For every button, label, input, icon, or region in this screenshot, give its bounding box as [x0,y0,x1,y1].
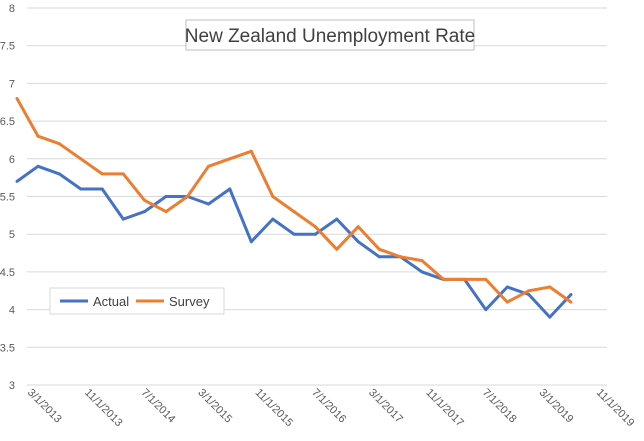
y-tick-label: 7.5 [0,41,15,53]
y-tick-label: 4 [9,305,15,317]
legend-label-actual: Actual [93,294,129,309]
data-point-survey [249,149,253,153]
chart-title-text: New Zealand Unemployment Rate [185,26,475,47]
data-point-actual [335,217,339,221]
data-point-actual [420,270,424,274]
x-tick-label: 7/1/2016 [309,387,348,426]
data-point-actual [292,232,296,236]
data-point-actual [249,240,253,244]
data-point-actual [484,308,488,312]
y-tick-label: 5 [9,229,15,241]
data-point-survey [15,97,19,100]
data-point-actual [569,293,573,296]
y-tick-label: 8 [9,3,15,15]
y-tick-label: 6.5 [0,116,15,128]
y-tick-label: 7 [9,78,15,90]
data-point-actual [15,179,19,183]
y-tick-label: 5.5 [0,192,15,204]
chart-title-box [185,19,475,51]
data-point-actual [356,240,360,244]
data-point-survey [164,210,168,214]
x-tick-label: 3/1/2013 [25,387,64,426]
y-tick-label: 3.5 [0,342,15,354]
data-point-survey [484,277,488,281]
legend: Actual Survey [49,287,225,315]
data-point-survey [569,300,573,304]
data-point-actual [313,232,317,236]
data-point-survey [143,198,146,202]
x-tick-label: 11/1/2019 [594,387,637,430]
data-point-survey [36,134,40,138]
x-tick-label: 11/1/2015 [253,387,296,430]
y-tick-label: 3 [9,380,15,392]
data-point-survey [121,172,125,176]
data-point-actual [377,255,381,259]
data-point-actual [100,187,104,191]
data-point-survey [228,157,232,161]
x-tick-label: 7/1/2014 [139,387,178,426]
data-point-survey [420,259,424,263]
data-point-survey [271,195,275,198]
y-tick-label: 6 [9,154,15,166]
data-point-actual [164,195,168,198]
data-point-actual [505,285,509,289]
gridlines [27,7,607,386]
data-point-survey [442,277,445,281]
data-point-survey [207,164,210,168]
data-point-survey [527,289,531,293]
y-axis-ticks: 3 3.5 4 4.5 5 5.5 6 6.5 7 7.5 8 [0,3,15,392]
x-tick-label: 11/1/2013 [82,387,125,430]
x-tick-label: 7/1/2018 [480,387,519,426]
x-axis-ticks: 3/1/2013 11/1/2013 7/1/2014 3/1/2015 11/1/20… [25,387,637,430]
x-tick-label: 3/1/2015 [195,387,234,426]
data-point-survey [377,247,381,251]
data-point-actual [207,202,210,206]
x-tick-label: 11/1/2017 [423,387,466,430]
data-point-actual [36,164,40,168]
data-point-survey [313,225,317,229]
data-point-survey [335,247,339,251]
data-point-actual [121,217,125,221]
x-tick-label: 3/1/2019 [537,387,576,426]
data-point-survey [57,142,61,146]
data-point-actual [527,293,531,296]
series-lines [15,97,573,319]
legend-label-survey: Survey [169,294,210,309]
data-point-survey [399,255,402,259]
data-point-survey [292,210,296,214]
data-point-survey [548,285,552,289]
x-tick-label: 3/1/2017 [366,387,405,426]
data-point-actual [271,217,275,221]
y-tick-label: 4.5 [0,267,15,279]
data-point-actual [79,187,83,191]
data-point-actual [143,210,146,214]
data-point-actual [548,315,552,319]
data-point-survey [505,300,509,304]
chart-title: New Zealand Unemployment Rate [185,19,475,51]
data-point-actual [57,172,61,176]
data-point-survey [356,225,360,229]
data-point-survey [463,277,466,281]
data-point-actual [228,187,232,191]
data-point-survey [186,195,189,198]
data-point-survey [79,157,83,161]
data-point-survey [100,172,104,176]
